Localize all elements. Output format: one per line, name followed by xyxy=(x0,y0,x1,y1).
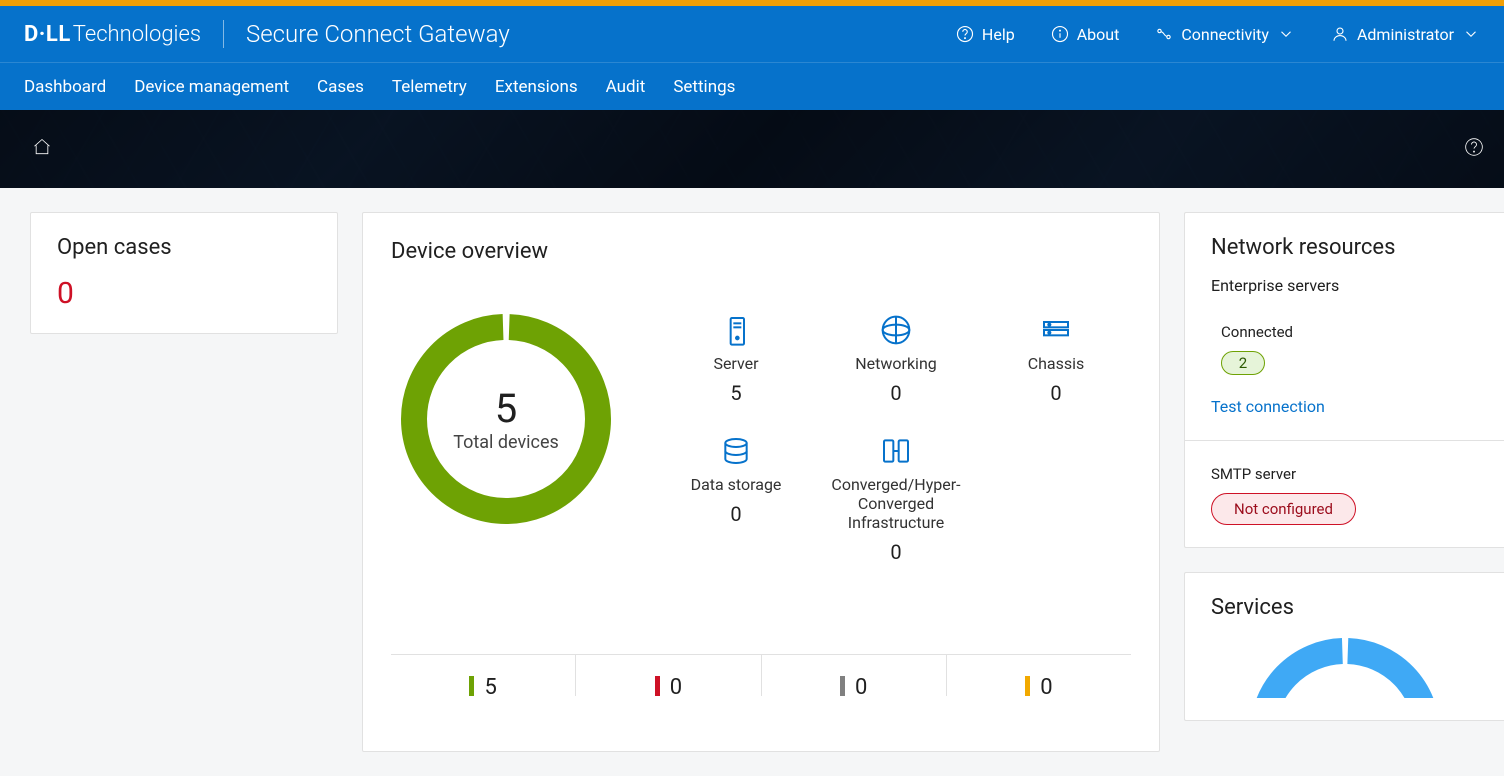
status-tick xyxy=(840,676,845,696)
status-tick xyxy=(1025,676,1030,696)
test-connection-link[interactable]: Test connection xyxy=(1211,397,1325,416)
product-title: Secure Connect Gateway xyxy=(246,20,510,48)
device-category-grid: Server5Networking0Chassis0Data storage0C… xyxy=(661,314,1131,564)
category-label: Converged/Hyper-Converged Infrastructure xyxy=(821,475,971,532)
smtp-label: SMTP server xyxy=(1211,465,1478,483)
status-value: 0 xyxy=(855,675,867,700)
category-count: 0 xyxy=(1050,381,1061,405)
user-label: Administrator xyxy=(1357,25,1454,44)
app-header: D·LL Technologies Secure Connect Gateway… xyxy=(0,6,1504,62)
logo-tech: Technologies xyxy=(73,22,201,47)
network-resources-title: Network resources xyxy=(1211,235,1478,260)
server-icon xyxy=(720,314,752,346)
open-cases-card: Open cases 0 xyxy=(30,212,338,334)
open-cases-title: Open cases xyxy=(57,235,311,260)
status-cell-2[interactable]: 0 xyxy=(761,654,946,696)
card-divider xyxy=(1185,440,1504,441)
connectivity-icon xyxy=(1155,25,1173,43)
smtp-status-pill: Not configured xyxy=(1211,493,1356,525)
help-label: Help xyxy=(982,25,1015,44)
home-icon xyxy=(32,137,52,157)
networking-icon xyxy=(880,314,912,346)
hero-help[interactable] xyxy=(1464,137,1484,161)
status-value: 0 xyxy=(1040,675,1052,700)
status-tick xyxy=(655,676,660,696)
dashboard-content: Open cases 0 Device overview 5 Total dev… xyxy=(0,188,1504,776)
device-category-chassis[interactable]: Chassis 0 xyxy=(981,314,1131,405)
device-category-networking[interactable]: Networking 0 xyxy=(821,314,971,405)
category-label: Networking xyxy=(855,354,937,373)
connectivity-label: Connectivity xyxy=(1181,25,1269,44)
category-label: Server xyxy=(713,354,758,373)
services-title: Services xyxy=(1211,595,1478,620)
connected-count-pill: 2 xyxy=(1221,351,1265,375)
total-devices-donut: 5 Total devices xyxy=(401,314,611,524)
chevron-down-icon xyxy=(1277,25,1295,43)
hero-banner xyxy=(0,110,1504,188)
category-count: 0 xyxy=(890,540,901,564)
services-donut xyxy=(1250,638,1440,698)
nav-settings[interactable]: Settings xyxy=(673,77,735,97)
connectivity-menu[interactable]: Connectivity xyxy=(1155,25,1295,44)
status-cell-1[interactable]: 0 xyxy=(575,654,760,696)
status-value: 5 xyxy=(484,675,496,700)
brand-logo: D·LL Technologies xyxy=(24,22,201,47)
header-actions: Help About Connectivity Administrator xyxy=(956,25,1480,44)
category-label: Chassis xyxy=(1028,354,1085,373)
category-count: 5 xyxy=(730,381,741,405)
chevron-down-icon xyxy=(1462,25,1480,43)
nav-cases[interactable]: Cases xyxy=(317,77,364,97)
nav-dashboard[interactable]: Dashboard xyxy=(24,77,106,97)
info-icon xyxy=(1051,25,1069,43)
status-cell-0[interactable]: 5 xyxy=(391,654,575,696)
device-category-storage[interactable]: Data storage 0 xyxy=(661,435,811,564)
open-cases-value: 0 xyxy=(57,276,311,311)
storage-icon xyxy=(720,435,752,467)
breadcrumb-home[interactable] xyxy=(32,137,52,161)
logo-dell: D·LL xyxy=(24,22,71,47)
chassis-icon xyxy=(1040,314,1072,346)
about-label: About xyxy=(1077,25,1120,44)
converged-icon xyxy=(880,435,912,467)
status-value: 0 xyxy=(670,675,682,700)
help-link[interactable]: Help xyxy=(956,25,1015,44)
network-resources-card: Network resources Enterprise servers Con… xyxy=(1184,212,1504,548)
device-overview-card: Device overview 5 Total devices Server 5 N… xyxy=(362,212,1160,752)
device-category-converged[interactable]: Converged/Hyper-Converged Infrastructure… xyxy=(821,435,971,564)
primary-nav: Dashboard Device management Cases Teleme… xyxy=(0,62,1504,110)
device-category-server[interactable]: Server 5 xyxy=(661,314,811,405)
services-card: Services xyxy=(1184,572,1504,721)
nav-extensions[interactable]: Extensions xyxy=(495,77,578,97)
total-devices-count: 5 xyxy=(495,385,517,432)
user-icon xyxy=(1331,25,1349,43)
status-cell-3[interactable]: 0 xyxy=(946,654,1131,696)
enterprise-servers-label: Enterprise servers xyxy=(1211,276,1478,295)
category-label: Data storage xyxy=(691,475,782,494)
device-status-strip: 5000 xyxy=(391,654,1131,696)
connected-label: Connected xyxy=(1221,323,1478,341)
user-menu[interactable]: Administrator xyxy=(1331,25,1480,44)
category-count: 0 xyxy=(730,502,741,526)
help-icon xyxy=(956,25,974,43)
status-tick xyxy=(469,676,474,696)
help-icon xyxy=(1464,137,1484,157)
nav-audit[interactable]: Audit xyxy=(606,77,646,97)
nav-telemetry[interactable]: Telemetry xyxy=(392,77,467,97)
nav-device-management[interactable]: Device management xyxy=(134,77,289,97)
total-devices-label: Total devices xyxy=(453,432,559,454)
about-link[interactable]: About xyxy=(1051,25,1120,44)
category-count: 0 xyxy=(890,381,901,405)
device-overview-title: Device overview xyxy=(391,239,1131,264)
header-divider xyxy=(223,20,224,48)
